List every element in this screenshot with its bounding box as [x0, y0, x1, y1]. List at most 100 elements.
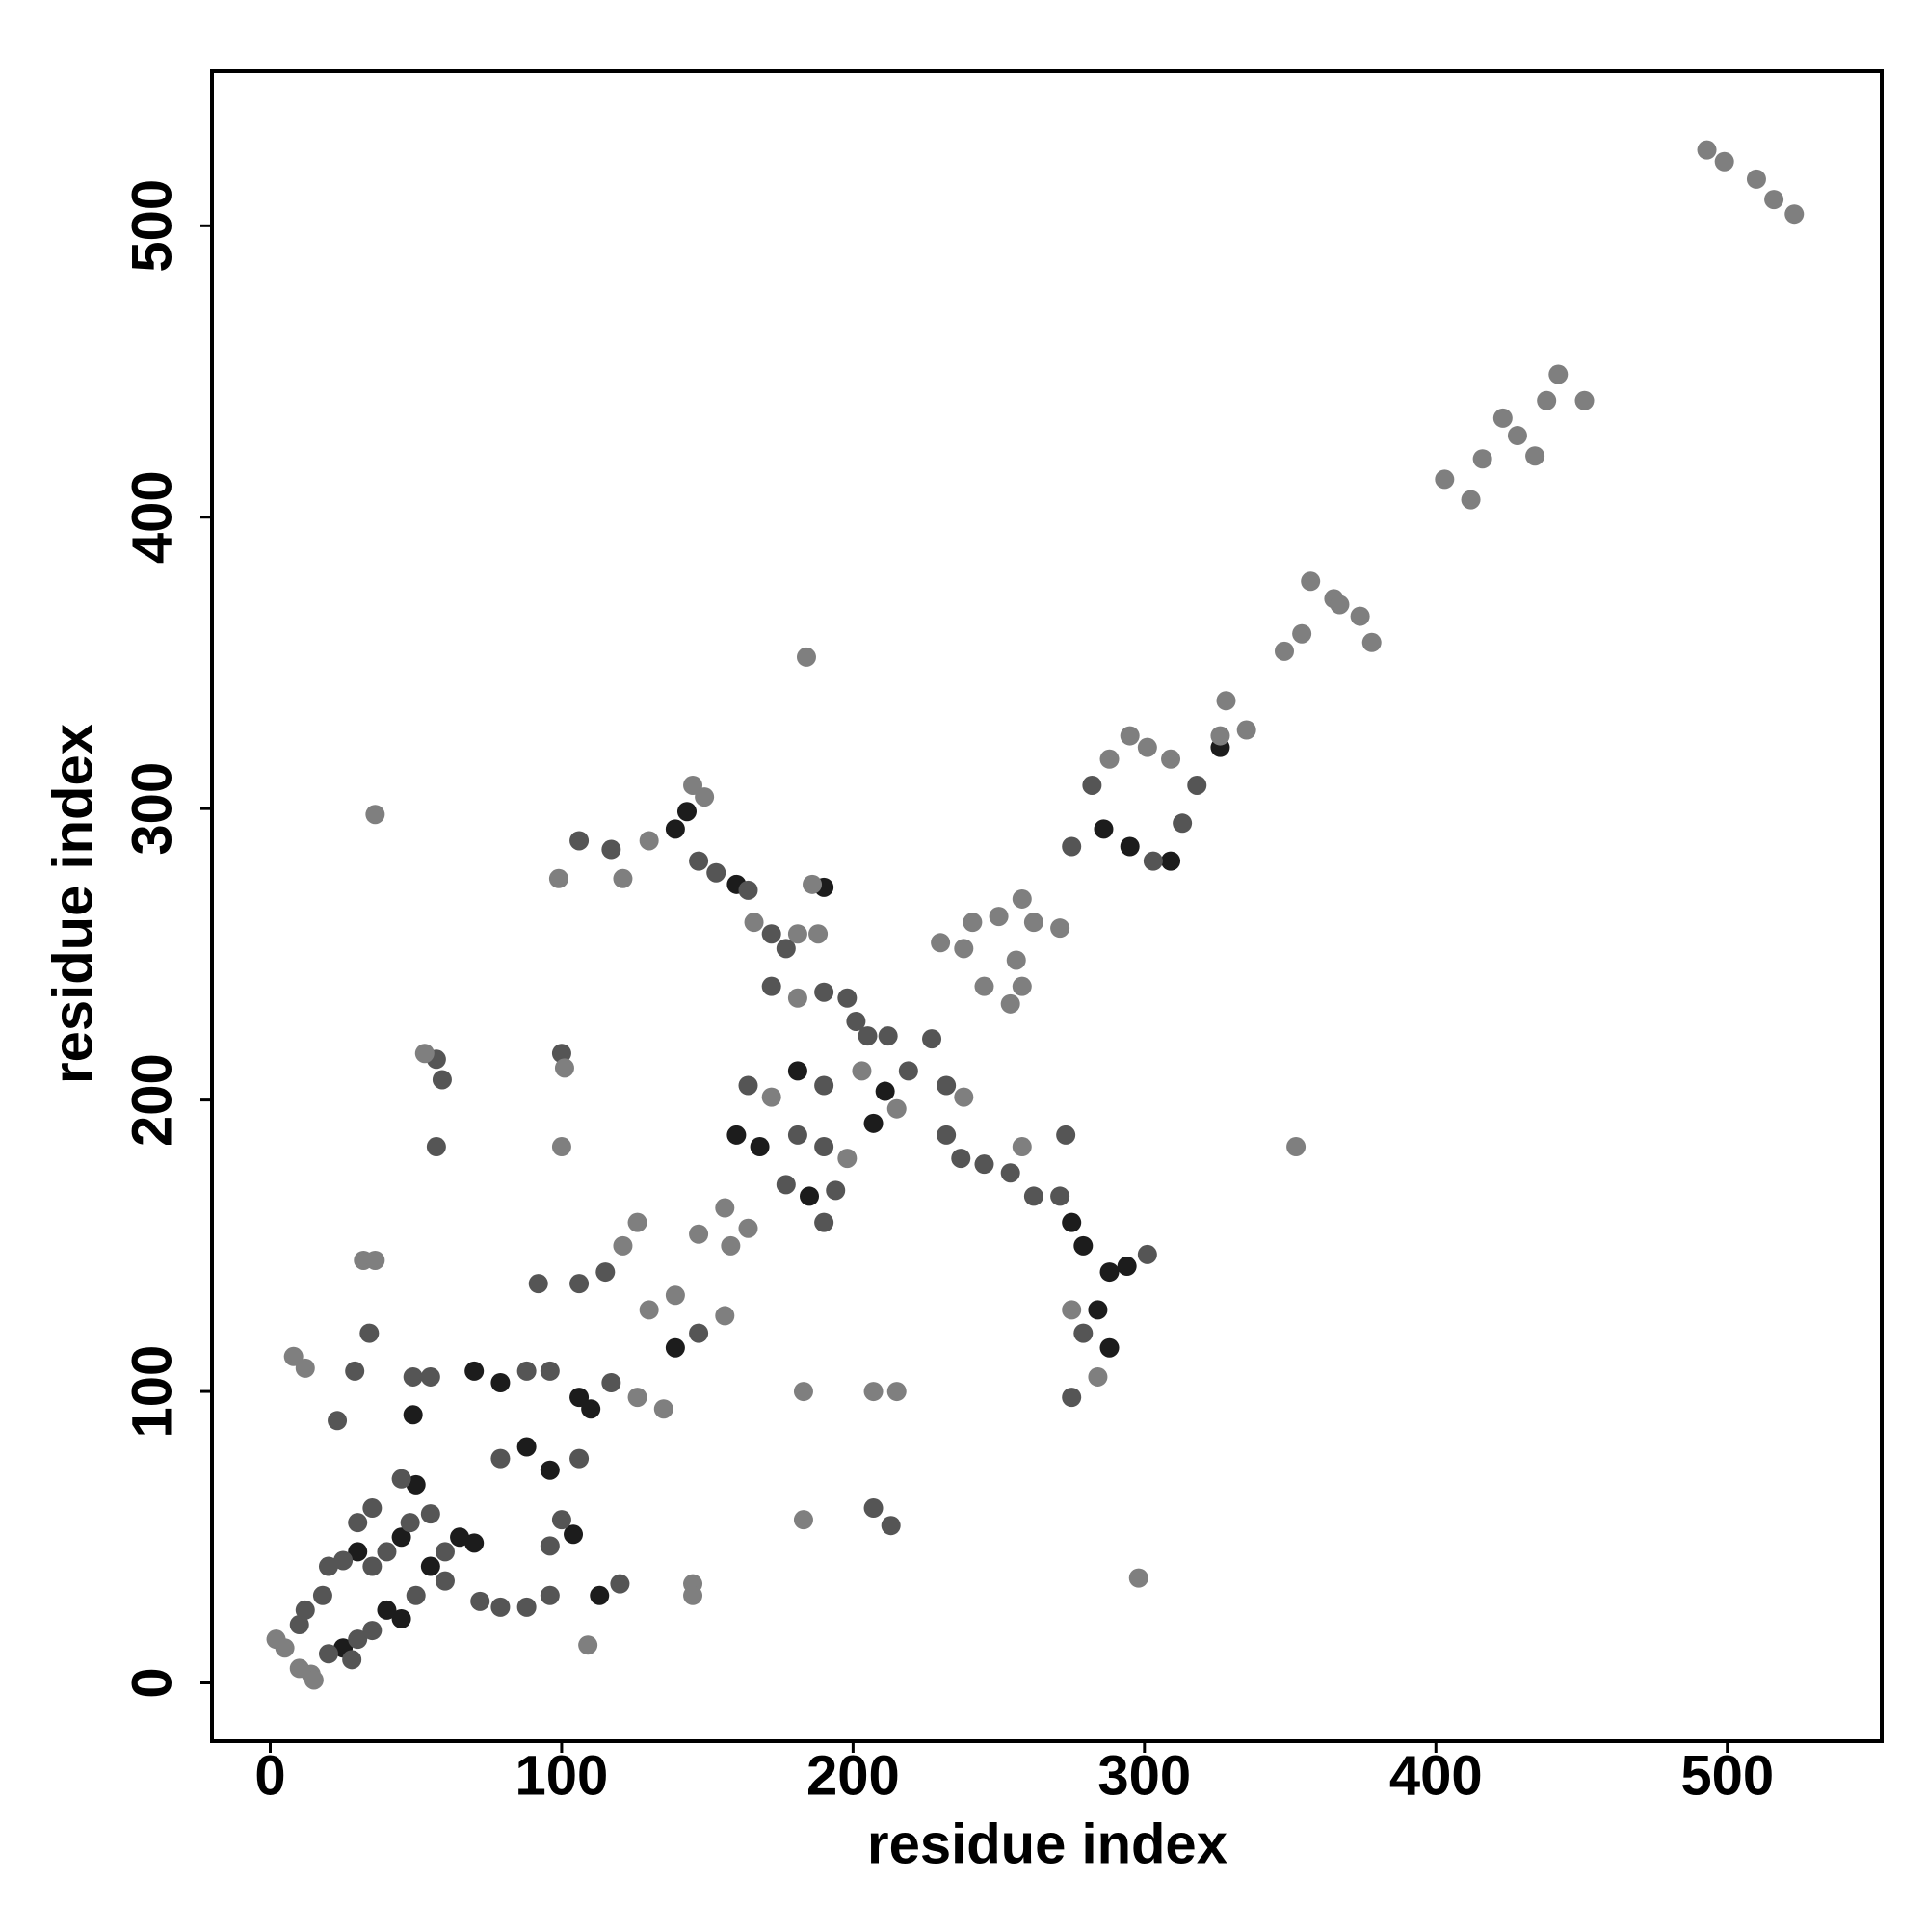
point [931, 933, 951, 953]
point [695, 787, 715, 807]
point [362, 1498, 383, 1519]
point [1161, 749, 1181, 769]
point [1012, 1137, 1032, 1157]
point [627, 1388, 647, 1408]
point [706, 862, 726, 883]
point [318, 1556, 338, 1576]
y-tick-label: 300 [120, 762, 183, 856]
point [516, 1361, 537, 1381]
point [787, 924, 807, 944]
point [610, 1574, 630, 1594]
point [1023, 913, 1043, 933]
point [922, 1029, 942, 1049]
point [420, 1366, 440, 1387]
point [1137, 1244, 1157, 1264]
point [295, 1358, 315, 1378]
point [569, 1388, 590, 1408]
point [1286, 1137, 1307, 1157]
point [540, 1460, 560, 1480]
point [738, 1075, 758, 1096]
point [665, 1285, 685, 1306]
point [426, 1137, 446, 1157]
point [490, 1448, 511, 1469]
point [863, 1113, 884, 1133]
point [793, 1510, 813, 1530]
point [435, 1571, 455, 1591]
point [1292, 623, 1312, 644]
point [683, 1585, 703, 1605]
y-tick-label: 100 [120, 1345, 183, 1439]
y-tick-label: 200 [120, 1053, 183, 1147]
point [793, 1382, 813, 1402]
point [1492, 408, 1513, 428]
point [1216, 691, 1236, 711]
point [665, 819, 685, 839]
point [954, 1087, 974, 1107]
point [516, 1437, 537, 1457]
point [275, 1638, 295, 1658]
point [639, 1300, 659, 1320]
point [464, 1533, 485, 1553]
point [403, 1405, 423, 1425]
point [1143, 851, 1163, 871]
point [601, 1372, 621, 1392]
point [569, 1274, 590, 1294]
point [796, 647, 816, 667]
point [761, 924, 781, 944]
point [1006, 950, 1026, 970]
point [1082, 775, 1102, 795]
point [639, 831, 659, 851]
point [1062, 1212, 1082, 1232]
point [738, 880, 758, 900]
point [1117, 1257, 1137, 1277]
point [1435, 469, 1455, 490]
point [886, 1098, 907, 1119]
point [365, 1250, 385, 1270]
point [403, 1366, 423, 1387]
point [1073, 1323, 1094, 1343]
point [345, 1361, 365, 1381]
point [1507, 426, 1527, 446]
point [1099, 1337, 1120, 1358]
x-tick-label: 500 [1680, 1744, 1774, 1807]
point [1697, 140, 1717, 160]
point [601, 839, 621, 860]
point [318, 1644, 338, 1664]
point [406, 1474, 426, 1495]
point [1301, 571, 1321, 592]
plot-frame [210, 69, 1884, 1743]
point [348, 1513, 368, 1533]
point [1120, 726, 1140, 746]
point [1099, 749, 1120, 769]
y-axis-title: residue index [41, 724, 104, 1084]
point [1088, 1300, 1108, 1320]
point [1094, 819, 1114, 839]
point [551, 1044, 571, 1064]
point [814, 1075, 834, 1096]
point [676, 802, 697, 822]
point [689, 1224, 709, 1244]
point [406, 1585, 426, 1605]
point [1461, 490, 1481, 510]
point [776, 939, 796, 959]
point [837, 1149, 858, 1169]
point [1088, 1366, 1108, 1387]
point [726, 1125, 747, 1145]
y-tick-label: 500 [120, 179, 183, 273]
point [665, 1337, 685, 1358]
point [974, 976, 994, 996]
point [377, 1600, 397, 1620]
point [464, 1361, 485, 1381]
point [304, 1670, 324, 1690]
point [1525, 446, 1545, 466]
point [837, 988, 858, 1008]
point [516, 1597, 537, 1617]
point [1361, 632, 1382, 652]
point [289, 1615, 309, 1635]
point [653, 1399, 673, 1419]
x-tick-label: 200 [806, 1744, 900, 1807]
point [1000, 1163, 1020, 1183]
point [377, 1542, 397, 1562]
